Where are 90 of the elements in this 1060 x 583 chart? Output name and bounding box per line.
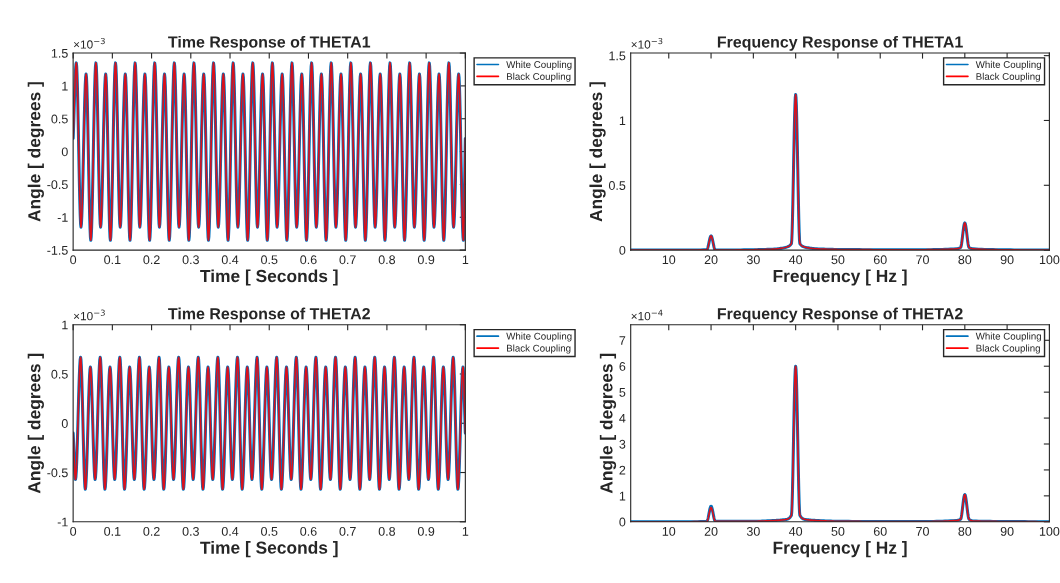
y-tick-label: 1 (62, 320, 68, 330)
x-axis-title: Time [ Seconds ] (200, 541, 338, 558)
x-tick-label: 0.5 (261, 255, 278, 265)
x-tick-label: 0.6 (300, 255, 317, 265)
x-tick-label: 0.9 (417, 526, 435, 536)
y-tick-label: 0 (61, 147, 68, 157)
y-tick-label: 6 (619, 362, 626, 371)
x-tick-label: 0.8 (378, 255, 396, 265)
x-tick-label: 10 (662, 255, 676, 265)
legend-label: White Coupling (975, 332, 1041, 342)
y-tick-label: 0.5 (51, 369, 68, 379)
x-tick-label: 0.7 (339, 255, 356, 265)
x-tick-label: 60 (873, 255, 887, 265)
legend-label: Black Coupling (507, 72, 571, 82)
x-tick-label: 0.5 (261, 526, 278, 536)
legend-label: Black Coupling (976, 72, 1040, 82)
x-axis-title: Frequency [ Hz ] (773, 269, 907, 286)
y-tick-label: 3 (619, 439, 626, 449)
legend-label: White Coupling (506, 332, 572, 342)
text: ×10$^{−3}$ (73, 309, 105, 321)
x-tick-label: 0.1 (104, 255, 121, 265)
x-tick-label: 0.2 (143, 255, 160, 265)
x-tick-label: 1 (462, 527, 469, 536)
chart-title: Time Response of THETA2 (168, 307, 370, 323)
x-tick-label: 80 (958, 255, 972, 265)
text: ×10$^{−3}$ (631, 37, 663, 49)
y-tick-label: 1 (62, 81, 68, 91)
y-tick-label: 1.5 (609, 51, 626, 61)
y-tick-label: 0 (619, 245, 626, 255)
x-tick-label: 70 (916, 526, 929, 536)
x-tick-label: 0 (70, 526, 77, 536)
x-tick-label: 0.6 (300, 526, 317, 536)
x-tick-label: 90 (1000, 526, 1014, 536)
legend-label: White Coupling (975, 60, 1041, 70)
x-tick-label: 50 (831, 255, 845, 265)
x-tick-label: 0.3 (182, 255, 199, 265)
legend-label: White Coupling (506, 60, 572, 70)
x-tick-label: 90 (1000, 255, 1014, 265)
x-tick-label: 70 (916, 255, 929, 265)
x-tick-label: 100 (1039, 526, 1060, 536)
x-tick-label: 50 (831, 526, 845, 536)
x-tick-label: 0 (70, 255, 77, 265)
x-tick-label: 100 (1039, 255, 1060, 265)
y-tick-label: 0.5 (608, 181, 626, 190)
y-axis-title: Angle [ degrees ] (599, 353, 617, 494)
x-tick-label: 20 (704, 526, 718, 536)
x-tick-label: 0.3 (182, 526, 199, 536)
x-tick-label: 40 (788, 526, 803, 536)
x-tick-label: 80 (958, 526, 972, 536)
y-tick-label: 1 (619, 491, 626, 501)
y-axis-title: Angle [ degrees ] (27, 82, 44, 222)
text: ×10$^{−3}$ (73, 37, 105, 49)
x-tick-label: 30 (746, 255, 760, 265)
y-tick-label: 1 (619, 116, 626, 125)
y-tick-label: 7 (619, 336, 626, 345)
x-axis-title: Time [ Seconds ] (200, 269, 338, 286)
y-tick-label: 1.5 (51, 48, 68, 58)
y-tick-label: -1 (57, 213, 68, 222)
x-tick-label: 0.4 (221, 526, 239, 536)
x-tick-label: 60 (873, 526, 887, 536)
x-tick-label: 40 (788, 255, 803, 265)
x-tick-label: 0.8 (378, 526, 396, 536)
y-tick-label: 0.5 (51, 114, 68, 124)
x-tick-label: 20 (704, 255, 718, 265)
x-tick-label: 1 (462, 255, 469, 265)
x-tick-label: 30 (746, 526, 760, 536)
x-tick-label: 0.9 (417, 255, 435, 265)
y-tick-label: 4 (619, 414, 626, 423)
x-tick-label: 0.4 (221, 255, 239, 265)
x-tick-label: 0.2 (143, 526, 160, 536)
x-tick-label: 0.1 (104, 526, 121, 536)
text: ×10$^{−4}$ (631, 309, 663, 321)
y-tick-label: -1.5 (47, 246, 68, 255)
x-axis-title: Frequency [ Hz ] (773, 541, 907, 558)
y-tick-label: -1 (57, 517, 68, 527)
y-tick-label: 0 (61, 419, 68, 428)
x-tick-label: 0.7 (339, 526, 356, 536)
x-tick-label: 10 (662, 526, 676, 536)
chart-title: Time Response of THETA1 (168, 35, 371, 51)
y-axis-title: Angle [ degrees ] (27, 353, 44, 494)
y-tick-label: 2 (619, 465, 626, 475)
chart-title: Frequency Response of THETA2 (717, 307, 963, 323)
y-tick-label: 0 (619, 517, 626, 527)
legend-label: Black Coupling (976, 344, 1040, 354)
legend-label: Black Coupling (507, 344, 571, 354)
y-tick-label: -0.5 (47, 468, 68, 478)
y-axis-title: Angle [ degrees ] (589, 82, 606, 222)
y-tick-label: -0.5 (47, 180, 68, 190)
chart-title: Frequency Response of THETA1 (717, 35, 963, 51)
y-tick-label: 5 (619, 388, 626, 397)
